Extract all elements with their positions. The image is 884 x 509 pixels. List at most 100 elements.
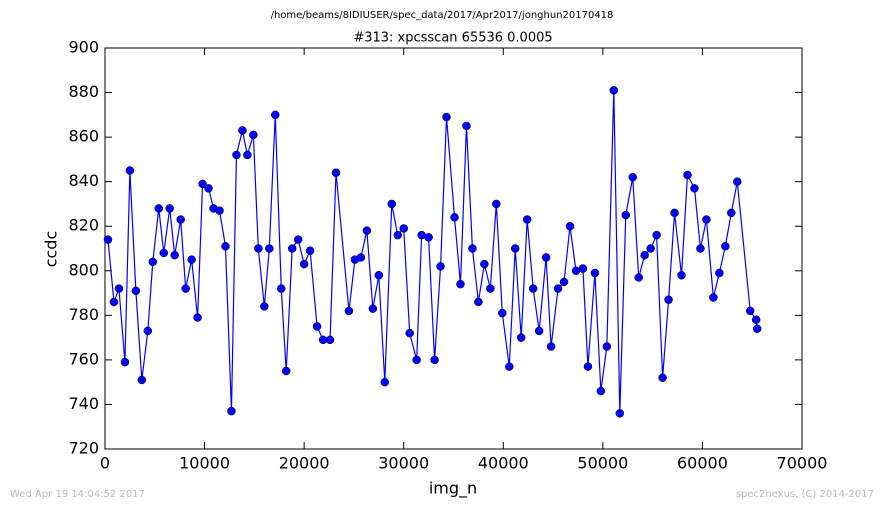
data-point xyxy=(430,355,439,365)
data-point xyxy=(480,259,489,269)
data-point xyxy=(462,121,471,131)
data-point xyxy=(621,210,631,220)
data-point xyxy=(362,226,372,235)
data-point xyxy=(204,184,213,193)
data-point xyxy=(148,257,158,267)
y-tick-label: 740 xyxy=(68,394,99,413)
data-point xyxy=(553,284,563,293)
data-point xyxy=(609,86,619,95)
data-point xyxy=(474,297,483,307)
data-point xyxy=(709,293,718,302)
y-tick-label: 820 xyxy=(68,216,99,235)
data-point xyxy=(271,110,280,120)
y-tick-label: 760 xyxy=(68,349,99,368)
y-tick-label: 840 xyxy=(68,171,99,190)
data-point xyxy=(165,204,174,213)
y-tick-label: 880 xyxy=(68,82,99,101)
data-point xyxy=(505,362,514,371)
data-point xyxy=(215,206,224,215)
data-point xyxy=(114,284,124,293)
data-point xyxy=(405,328,414,338)
data-point xyxy=(602,342,612,351)
data-point xyxy=(265,244,274,253)
data-point xyxy=(578,264,588,273)
data-point xyxy=(683,170,692,180)
data-point xyxy=(331,168,341,178)
x-axis-label: img_n xyxy=(429,479,477,499)
data-point xyxy=(412,355,421,365)
data-point xyxy=(198,179,207,189)
data-point xyxy=(670,208,679,218)
data-point xyxy=(721,242,730,251)
data-point xyxy=(399,224,408,233)
chart-title: #313: xpcsscan 65536 0.0005 xyxy=(353,31,552,46)
suptitle: /home/beams/8IDIUSER/spec_data/2017/Apr2… xyxy=(271,10,614,21)
data-point xyxy=(442,112,451,122)
footer-date: Wed Apr 19 14:04:52 2017 xyxy=(10,489,145,500)
x-tick-label: 50000 xyxy=(577,454,628,473)
data-point xyxy=(664,295,673,304)
data-point xyxy=(634,273,643,282)
data-point xyxy=(154,204,164,213)
data-point xyxy=(658,373,667,382)
data-point xyxy=(468,244,477,253)
data-point xyxy=(137,375,147,385)
data-point xyxy=(727,208,736,218)
data-point xyxy=(193,313,202,322)
x-tick-label: 0 xyxy=(100,454,110,473)
data-point xyxy=(249,130,258,140)
data-point xyxy=(424,233,433,242)
data-point xyxy=(492,199,501,209)
data-point xyxy=(238,126,247,135)
y-tick-label: 860 xyxy=(68,127,99,146)
data-point xyxy=(646,244,655,253)
data-point xyxy=(125,166,135,175)
data-point xyxy=(380,377,390,387)
data-point xyxy=(243,150,252,160)
x-tick-label: 20000 xyxy=(279,454,330,473)
y-tick-label: 720 xyxy=(68,439,99,458)
y-axis-label: ccdc xyxy=(42,231,61,268)
data-point xyxy=(559,277,569,287)
data-point xyxy=(312,322,322,331)
data-point xyxy=(534,326,544,336)
data-point xyxy=(528,284,538,293)
data-point xyxy=(715,268,724,278)
data-point xyxy=(583,362,593,371)
data-point xyxy=(109,297,119,307)
data-point xyxy=(751,315,761,325)
data-point xyxy=(181,284,190,293)
data-point xyxy=(305,246,315,255)
data-point xyxy=(702,215,711,224)
data-point xyxy=(120,357,130,367)
data-point xyxy=(368,304,378,313)
data-point xyxy=(450,213,459,222)
data-point xyxy=(516,333,526,342)
data-point xyxy=(344,306,354,316)
data-point xyxy=(696,244,705,253)
data-point xyxy=(143,326,153,336)
data-point xyxy=(628,172,637,182)
data-point xyxy=(690,184,699,193)
data-point xyxy=(486,284,495,293)
data-point xyxy=(745,306,755,316)
x-tick-label: 60000 xyxy=(677,454,728,473)
data-point xyxy=(752,324,762,333)
data-point xyxy=(221,242,230,251)
data-point xyxy=(254,244,263,253)
x-tick-label: 70000 xyxy=(777,454,828,473)
plot-frame xyxy=(104,47,803,450)
x-tick-label: 40000 xyxy=(478,454,529,473)
data-point xyxy=(541,253,551,262)
data-point xyxy=(232,150,241,160)
y-tick-label: 800 xyxy=(68,260,99,279)
data-point xyxy=(652,230,661,240)
data-point xyxy=(436,262,445,271)
data-point xyxy=(299,259,309,269)
data-point xyxy=(187,255,196,264)
y-tick-label: 900 xyxy=(68,38,99,57)
data-point xyxy=(546,342,556,351)
data-point xyxy=(393,230,402,240)
data-point xyxy=(170,250,179,260)
